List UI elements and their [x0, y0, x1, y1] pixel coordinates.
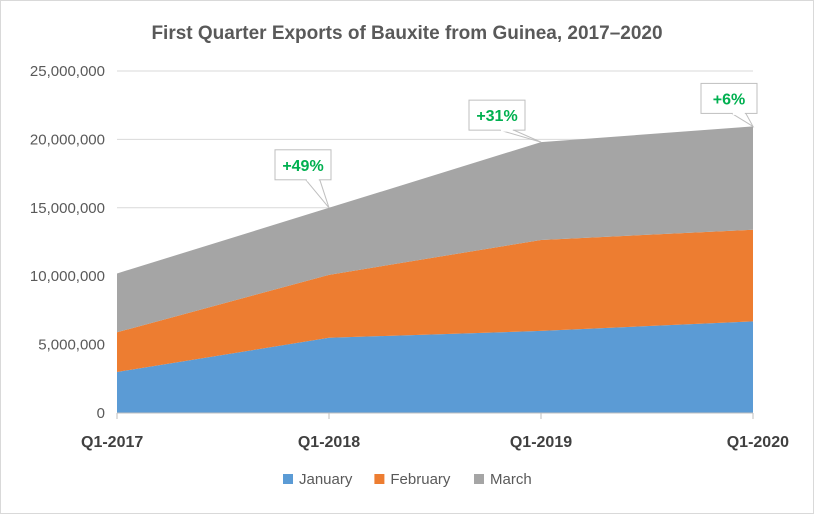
callout-pointer [499, 129, 542, 143]
callouts: +49% +31% +6% [274, 82, 758, 209]
area-march [117, 126, 753, 333]
y-tick-label: 20,000,000 [30, 131, 105, 148]
y-tick-label: 0 [97, 405, 105, 422]
legend-label: January [299, 471, 353, 488]
legend-swatch [474, 474, 484, 484]
callout: +6% [700, 82, 758, 128]
gridlines: 0 5,000,000 10,000,000 15,000,000 20,000,000… [30, 63, 753, 422]
legend-label: February [390, 471, 451, 488]
callout-label: +31% [476, 108, 517, 125]
callout-box [468, 99, 526, 131]
y-tick-label: 10,000,000 [30, 268, 105, 285]
callout-joint [306, 178, 319, 182]
area-series [117, 126, 753, 413]
legend-swatch [374, 474, 385, 484]
legend: January February March [283, 471, 532, 488]
area-january [117, 321, 753, 413]
y-tick-label: 25,000,000 [30, 63, 105, 80]
legend-swatch [283, 474, 293, 484]
x-tick-label: Q1-2017 [81, 434, 143, 451]
callout: +49% [274, 149, 332, 209]
axes: Q1-2017 Q1-2018 Q1-2019 Q1-2020 [81, 412, 789, 451]
legend-item-february: February [374, 471, 451, 488]
area-february [117, 229, 753, 372]
legend-item-january: January [283, 471, 353, 488]
x-tick-label: Q1-2018 [298, 434, 360, 451]
legend-label: March [490, 471, 532, 488]
callout-joint [732, 111, 745, 115]
callout-label: +6% [713, 91, 745, 108]
callout-box [700, 82, 758, 114]
y-tick-label: 15,000,000 [30, 200, 105, 217]
x-tick-label: Q1-2019 [510, 434, 572, 451]
callout-label: +49% [282, 158, 323, 175]
callout-pointer [304, 179, 330, 209]
callout-box [274, 149, 332, 181]
callout: +31% [468, 99, 542, 143]
chart-title: First Quarter Exports of Bauxite from Gu… [151, 23, 662, 44]
callout-pointer [730, 112, 755, 128]
x-tick-label: Q1-2020 [727, 434, 789, 451]
y-tick-label: 5,000,000 [38, 337, 105, 354]
legend-item-march: March [474, 471, 532, 488]
callout-joint [500, 128, 513, 132]
